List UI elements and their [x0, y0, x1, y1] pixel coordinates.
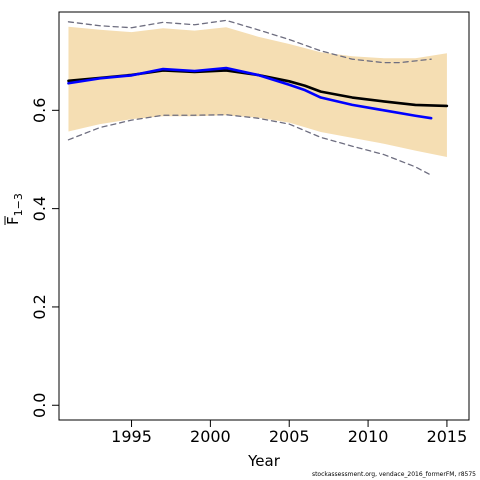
x-tick-label: 2015: [427, 427, 468, 446]
x-axis-title: Year: [247, 452, 281, 470]
y-axis-title-subscript: 1−3: [12, 193, 25, 216]
x-tick-label: 2000: [190, 427, 231, 446]
svg-text:F1−3: F1−3: [4, 193, 25, 225]
footer-note: stockassessment.org, vendace_2016_former…: [311, 471, 476, 478]
confidence-band: [68, 26, 447, 158]
y-tick-label: 0.4: [30, 196, 49, 221]
x-tick-label: 2010: [348, 427, 389, 446]
y-tick-label: 0.2: [30, 294, 49, 319]
y-axis-title: F1−3: [4, 193, 25, 225]
series-layer: [67, 19, 449, 176]
confidence-band-layer: [68, 26, 447, 158]
series-line-retro-lower: [67, 114, 432, 176]
series-line-retro: [67, 66, 433, 120]
y-axis: 0.0 0.2 0.4 0.6: [30, 98, 59, 418]
y-tick-label: 0.6: [30, 98, 49, 123]
x-tick-label: 1995: [111, 427, 152, 446]
x-tick-label: 2005: [269, 427, 310, 446]
x-axis: 1995 2000 2005 2010 2015: [111, 420, 467, 446]
y-tick-label: 0.0: [30, 393, 49, 418]
plot-frame: [58, 11, 470, 421]
series-line-retro-upper: [67, 19, 432, 64]
y-axis-title-main: F: [4, 216, 22, 225]
